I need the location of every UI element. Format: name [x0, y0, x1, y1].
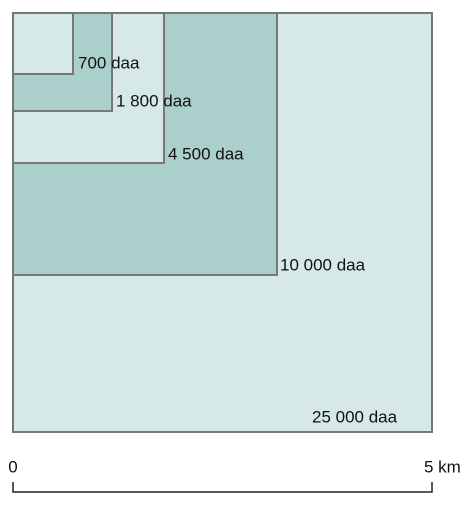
square-700	[12, 12, 74, 75]
scale-bar	[12, 482, 433, 493]
area-label: 1 800 daa	[116, 91, 192, 110]
area-label: 4 500 daa	[168, 144, 244, 163]
area-label: 10 000 daa	[280, 255, 366, 274]
area-label: 700 daa	[78, 53, 140, 72]
scale-end: 5 km	[424, 457, 461, 476]
area-label: 25 000 daa	[312, 407, 398, 426]
scale-start: 0	[8, 457, 17, 476]
